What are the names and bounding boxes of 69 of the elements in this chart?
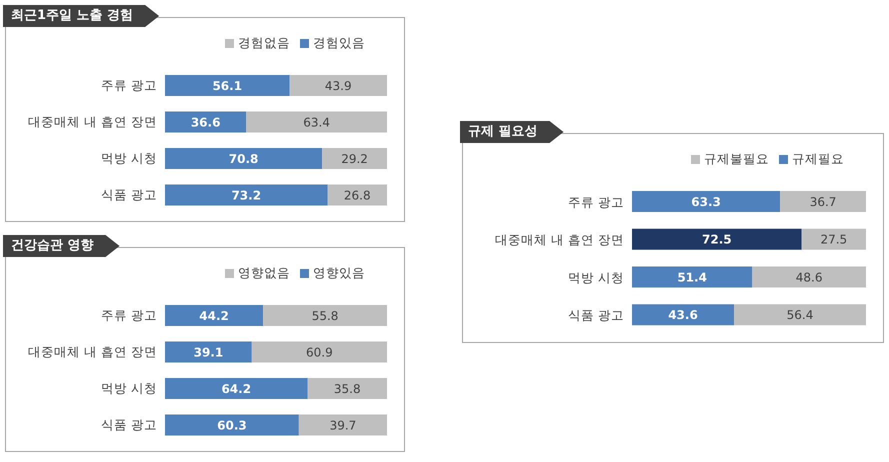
data-label: 39.7 bbox=[330, 418, 356, 432]
y-tick-label: 주류 광고 bbox=[101, 78, 157, 93]
data-label: 51.4 bbox=[677, 270, 707, 284]
text: 규제 필요성 bbox=[460, 121, 564, 143]
bar bbox=[165, 75, 290, 96]
data-label: 36.7 bbox=[810, 194, 836, 209]
bar bbox=[632, 266, 752, 288]
legend-label: 경험있음 bbox=[313, 35, 365, 50]
bar bbox=[165, 112, 246, 132]
y-tick-label: 먹방 시청 bbox=[101, 380, 157, 396]
data-label: 43.6 bbox=[668, 308, 698, 322]
bar bbox=[165, 148, 322, 169]
data-label: 27.5 bbox=[820, 232, 848, 247]
bar bbox=[632, 228, 802, 250]
data-label: 39.1 bbox=[194, 345, 224, 360]
data-label: 72.5 bbox=[702, 232, 732, 247]
bar bbox=[322, 148, 387, 169]
bar bbox=[298, 414, 387, 436]
bar bbox=[290, 75, 387, 96]
bar bbox=[165, 414, 299, 436]
y-tick-label: 식품 광고 bbox=[101, 417, 157, 432]
data-label: 63.4 bbox=[303, 115, 330, 130]
y-tick-label: 주류 광고 bbox=[568, 194, 624, 210]
data-label: 35.8 bbox=[334, 382, 361, 396]
chart-title: 최근1주일 노출 경험 bbox=[3, 5, 160, 27]
data-label: 43.9 bbox=[324, 78, 352, 93]
text: 건강습관 영향 bbox=[3, 235, 120, 257]
bar bbox=[165, 184, 328, 206]
bar bbox=[252, 342, 387, 362]
bar bbox=[246, 112, 387, 132]
data-label: 44.2 bbox=[199, 308, 229, 323]
data-label: 70.8 bbox=[228, 152, 258, 166]
data-label: 36.6 bbox=[190, 115, 220, 130]
legend-label: 규제필요 bbox=[792, 151, 844, 166]
bar bbox=[165, 378, 308, 399]
y-tick-label: 식품 광고 bbox=[568, 308, 624, 323]
y-tick-label: 식품 광고 bbox=[101, 187, 157, 202]
bar bbox=[780, 191, 866, 212]
data-label: 60.9 bbox=[306, 345, 333, 360]
bar bbox=[802, 228, 866, 250]
y-tick-label: 대중매체 내 흡연 장면 bbox=[28, 114, 157, 130]
legend-label: 영향없음 bbox=[238, 265, 290, 280]
bar bbox=[632, 304, 734, 326]
bar bbox=[165, 305, 264, 326]
y-tick-label: 대중매체 내 흡연 장면 bbox=[28, 344, 157, 360]
bar bbox=[165, 342, 252, 362]
y-tick-label: 대중매체 내 흡연 장면 bbox=[495, 232, 624, 248]
y-tick-label: 주류 광고 bbox=[101, 308, 157, 323]
bar bbox=[752, 266, 866, 288]
y-tick-label: 먹방 시청 bbox=[568, 270, 624, 285]
data-label: 26.8 bbox=[344, 188, 371, 202]
bar bbox=[734, 304, 866, 326]
data-label: 55.8 bbox=[312, 308, 338, 323]
bar bbox=[632, 191, 780, 212]
data-label: 73.2 bbox=[231, 188, 262, 202]
data-label: 56.1 bbox=[212, 78, 242, 93]
bar bbox=[263, 305, 387, 326]
bar bbox=[308, 378, 387, 399]
data-label: 60.3 bbox=[217, 418, 247, 432]
data-label: 63.3 bbox=[691, 194, 721, 209]
legend-label: 경험없음 bbox=[238, 35, 290, 50]
legend-label: 규제불필요 bbox=[704, 151, 769, 166]
data-label: 64.2 bbox=[221, 382, 252, 396]
data-label: 56.4 bbox=[786, 308, 814, 322]
data-label: 48.6 bbox=[796, 270, 822, 284]
data-label: 29.2 bbox=[341, 152, 368, 166]
legend-label: 영향있음 bbox=[313, 265, 365, 280]
bar bbox=[328, 184, 387, 206]
y-tick-label: 먹방 시청 bbox=[101, 150, 157, 166]
